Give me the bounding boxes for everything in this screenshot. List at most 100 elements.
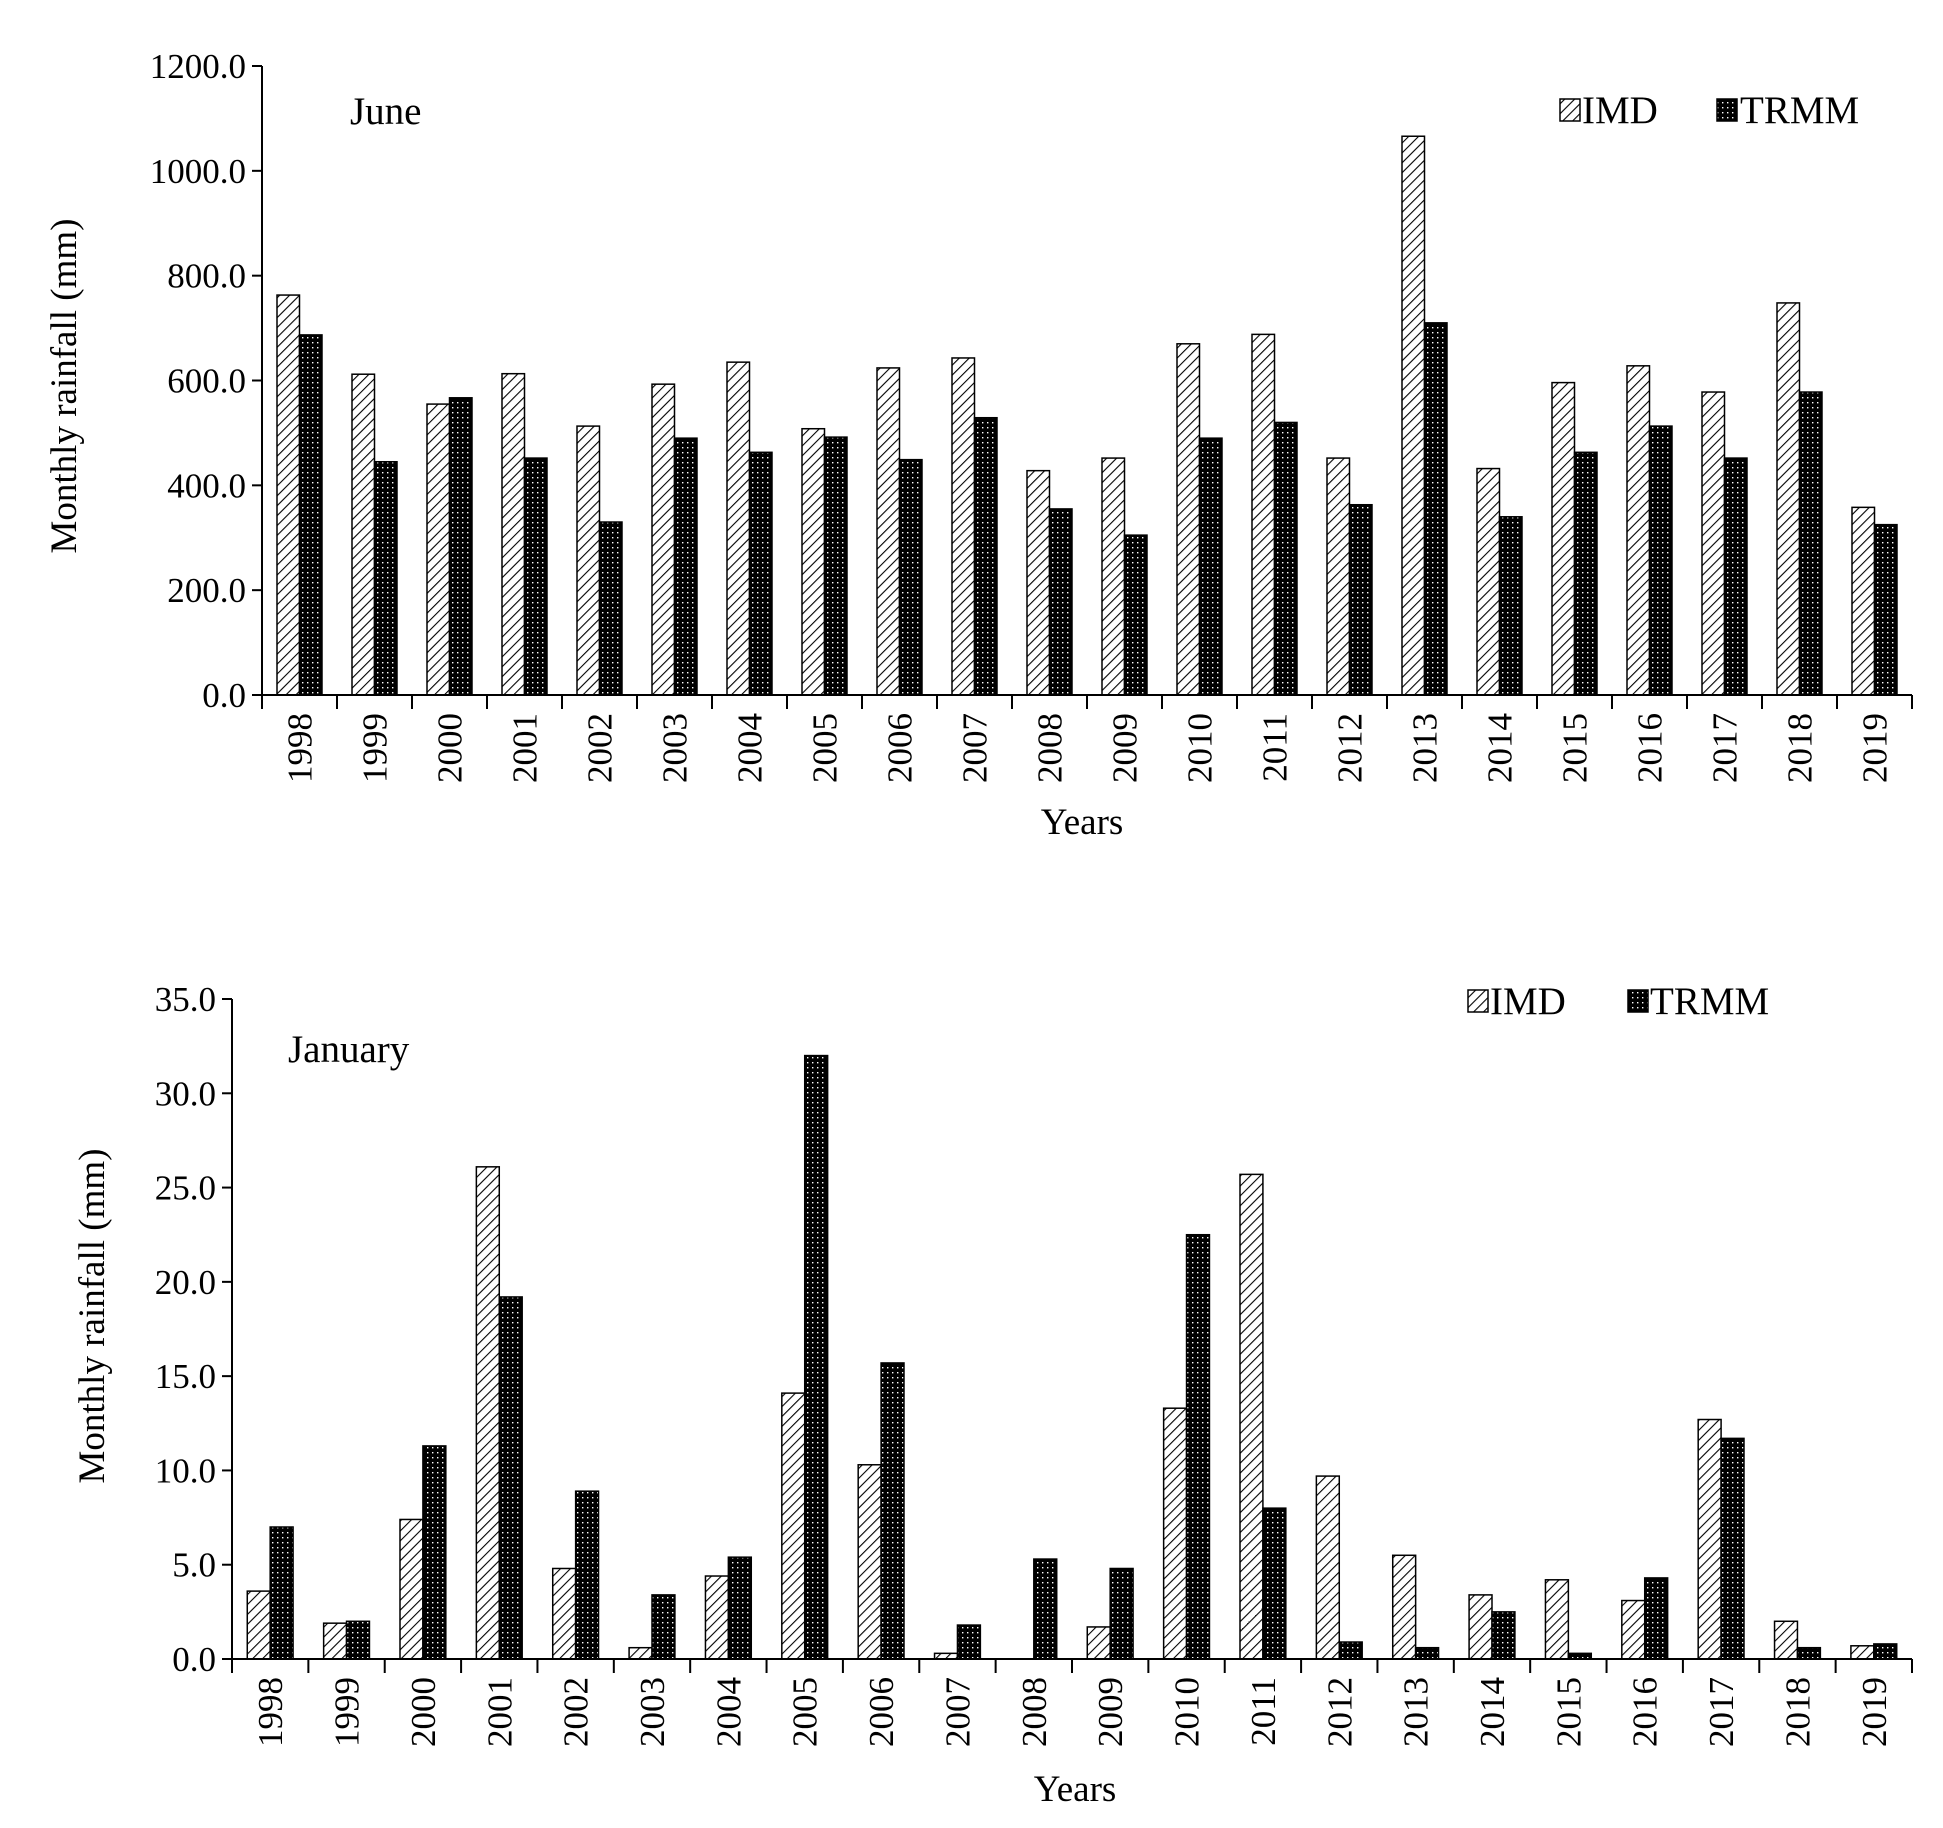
june-y-tick-label: 400.0 — [167, 466, 246, 505]
january-x-tick-label: 2015 — [1549, 1677, 1588, 1747]
june-x-tick-label: 1998 — [281, 713, 320, 783]
january-y-tick-label: 20.0 — [155, 1263, 216, 1302]
june-bar-imd-2003 — [651, 383, 676, 696]
june-bar-trmm-2008 — [1048, 508, 1073, 696]
june-x-tick-label: 2014 — [1481, 713, 1520, 783]
january-bar-trmm-2005 — [803, 1054, 829, 1660]
january-bar-trmm-2016 — [1643, 1577, 1669, 1660]
january-bar-trmm-2009 — [1109, 1567, 1134, 1660]
june-y-tick-label: 600.0 — [167, 362, 246, 401]
january-x-tick-label: 2002 — [557, 1677, 596, 1747]
january-bar-trmm-2018 — [1796, 1646, 1822, 1660]
june-bar-trmm-2015 — [1573, 451, 1598, 696]
january-x-tick-label: 1999 — [328, 1677, 367, 1747]
january-x-tick-label: 2014 — [1473, 1677, 1512, 1747]
june-bar-imd-1999 — [351, 373, 376, 696]
june-x-tick-label: 2009 — [1106, 713, 1145, 783]
june-y-axis-title: Monthly rainfall (mm) — [44, 219, 85, 554]
january-y-tick-label: 0.0 — [172, 1640, 216, 1679]
june-bar-trmm-2009 — [1123, 534, 1148, 696]
june-x-tick-label: 2011 — [1256, 713, 1295, 782]
january-x-tick-label: 2003 — [633, 1677, 672, 1747]
january-bar-trmm-2012 — [1338, 1641, 1363, 1660]
january-y-tick-label: 35.0 — [155, 980, 216, 1019]
january-bar-trmm-2004 — [727, 1556, 753, 1660]
january-x-tick-label: 2000 — [404, 1677, 443, 1747]
january-bar-trmm-2001 — [498, 1296, 523, 1660]
june-x-tick-label: 2013 — [1406, 713, 1445, 783]
january-bar-imd-2000 — [399, 1518, 424, 1660]
june-x-tick-label: 1999 — [356, 713, 395, 783]
june-chart-panel: June Monthly rainfall (mm) Years IMD TRM… — [44, 47, 1913, 843]
january-panel-label: January — [288, 1028, 410, 1071]
january-bar-trmm-1999 — [345, 1620, 371, 1660]
june-panel-label: June — [350, 90, 422, 133]
june-bar-imd-1998 — [276, 294, 301, 696]
january-bar-trmm-1998 — [269, 1526, 294, 1660]
january-bar-trmm-2017 — [1720, 1437, 1745, 1660]
june-bar-trmm-2019 — [1873, 523, 1898, 696]
june-bar-trmm-2016 — [1648, 425, 1673, 696]
june-x-tick-label: 2012 — [1331, 713, 1370, 783]
june-legend: IMD TRMM — [1559, 89, 1859, 132]
june-legend-imd-swatch — [1559, 98, 1581, 122]
january-bar-trmm-2019 — [1873, 1643, 1898, 1660]
june-y-tick-label: 1000.0 — [150, 152, 246, 191]
june-bar-trmm-1998 — [298, 334, 323, 696]
january-legend-imd-label: IMD — [1490, 980, 1566, 1023]
january-x-tick-label: 2006 — [862, 1677, 901, 1747]
june-legend-trmm-label: TRMM — [1740, 89, 1859, 132]
june-bar-trmm-2011 — [1273, 421, 1298, 696]
january-x-tick-label: 2018 — [1778, 1677, 1817, 1747]
june-bar-imd-2016 — [1626, 365, 1651, 696]
june-bar-imd-2011 — [1251, 333, 1276, 696]
january-bar-imd-1998 — [246, 1590, 271, 1660]
june-bar-imd-2019 — [1851, 506, 1876, 696]
june-bar-imd-2000 — [426, 403, 451, 696]
january-bar-trmm-2011 — [1262, 1507, 1287, 1660]
january-bar-imd-2018 — [1773, 1620, 1799, 1660]
june-bar-imd-2015 — [1551, 381, 1576, 696]
january-x-axis-title: Years — [1034, 1769, 1117, 1810]
january-bar-imd-2016 — [1621, 1599, 1646, 1660]
january-x-tick-label: 2005 — [786, 1677, 825, 1747]
june-bar-imd-2010 — [1176, 343, 1201, 696]
june-bar-trmm-2014 — [1498, 516, 1523, 696]
june-y-tick-label: 200.0 — [167, 571, 246, 610]
june-bar-imd-2007 — [951, 357, 976, 696]
january-bar-imd-2006 — [857, 1464, 882, 1660]
january-bar-trmm-2000 — [422, 1445, 447, 1660]
january-x-tick-label: 2016 — [1626, 1677, 1665, 1747]
january-y-tick-label: 30.0 — [155, 1074, 216, 1113]
june-bar-trmm-1999 — [373, 460, 398, 696]
january-bar-trmm-2013 — [1414, 1646, 1440, 1660]
june-y-tick-label: 0.0 — [202, 676, 246, 715]
january-y-axis-title: Monthly rainfall (mm) — [72, 1149, 113, 1484]
january-x-tick-label: 2019 — [1855, 1677, 1894, 1747]
june-bar-imd-2001 — [501, 372, 526, 696]
january-x-tick-label: 2001 — [480, 1677, 519, 1747]
june-bar-trmm-2013 — [1423, 322, 1448, 696]
june-bar-trmm-2006 — [898, 458, 923, 696]
january-legend-imd-swatch — [1467, 989, 1489, 1013]
january-y-tick-label: 10.0 — [155, 1451, 216, 1490]
january-x-tick-label: 2013 — [1397, 1677, 1436, 1747]
june-y-tick-label: 1200.0 — [150, 47, 246, 86]
june-x-tick-label: 2008 — [1031, 713, 1070, 783]
june-bar-imd-2008 — [1026, 469, 1051, 696]
january-bar-imd-2010 — [1162, 1407, 1188, 1660]
june-x-tick-label: 2016 — [1631, 713, 1670, 783]
january-bar-trmm-2014 — [1491, 1611, 1516, 1660]
january-x-tick-label: 2011 — [1244, 1677, 1283, 1746]
june-legend-imd-label: IMD — [1582, 89, 1658, 132]
june-x-tick-label: 2007 — [956, 713, 995, 783]
january-x-tick-label: 2004 — [709, 1677, 748, 1747]
june-x-tick-label: 2010 — [1181, 713, 1220, 783]
june-x-tick-label: 2000 — [431, 713, 470, 783]
january-chart-panel: January Monthly rainfall (mm) Years IMD … — [72, 980, 1913, 1810]
june-bar-imd-2014 — [1476, 467, 1501, 696]
january-x-tick-label: 1998 — [251, 1677, 290, 1747]
june-x-tick-label: 2005 — [806, 713, 845, 783]
